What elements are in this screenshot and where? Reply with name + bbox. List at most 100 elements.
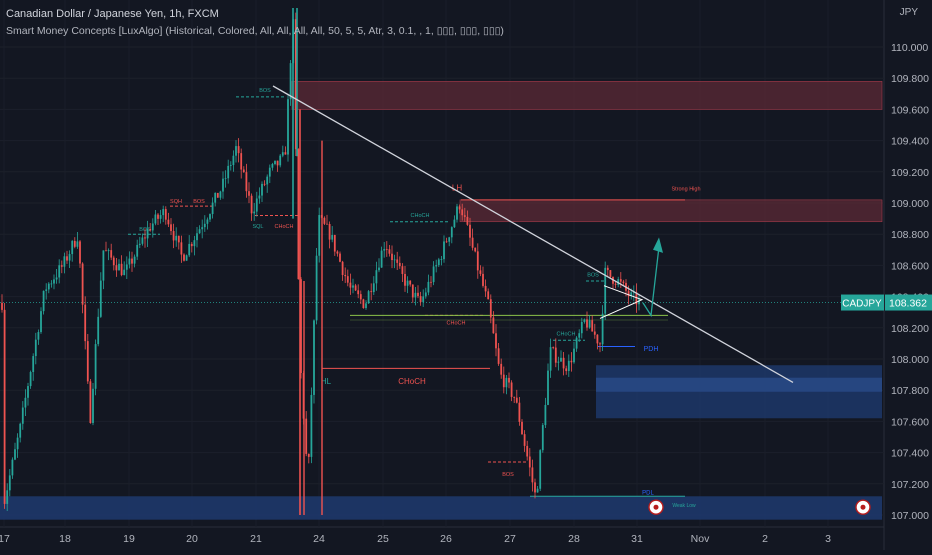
- candle-body: [287, 99, 289, 155]
- candle-body: [58, 265, 61, 278]
- candle-body: [544, 404, 547, 426]
- candle-body: [206, 219, 209, 224]
- candle-body: [3, 309, 6, 504]
- candle-body: [466, 216, 469, 225]
- candle-body: [484, 285, 487, 292]
- candle-body: [560, 357, 562, 362]
- candle-body: [482, 273, 484, 286]
- price-tag-label: 108.362: [889, 298, 927, 310]
- weak-low-label: Weak Low: [672, 503, 696, 509]
- candle-body: [578, 333, 581, 338]
- candle-body: [94, 344, 97, 389]
- candle-body: [8, 475, 11, 491]
- candle-body: [141, 237, 144, 244]
- candle-body: [79, 241, 81, 264]
- candle-body: [341, 261, 344, 275]
- event-icon-dot: [653, 504, 659, 510]
- candle-body: [248, 191, 250, 196]
- price-unit: JPY: [899, 7, 918, 18]
- price-tick-label: 108.000: [891, 354, 929, 366]
- candle-body: [297, 149, 300, 280]
- strong-high-label: Strong High: [671, 187, 700, 193]
- candle-body: [385, 249, 388, 250]
- candle-body: [289, 63, 292, 100]
- candle-body: [588, 320, 591, 328]
- candle-body: [456, 206, 458, 220]
- candle-body: [183, 254, 185, 261]
- candle-body: [76, 241, 79, 247]
- candle-body: [27, 386, 29, 398]
- candle-body: [575, 337, 578, 349]
- candle-body: [167, 219, 170, 225]
- candle-body: [118, 263, 120, 271]
- candle-body: [81, 263, 84, 305]
- sqh-label: SQH: [170, 199, 182, 205]
- candle-body: [411, 284, 414, 298]
- candle-body: [318, 215, 321, 256]
- candle-body: [188, 243, 191, 256]
- candle-body: [279, 155, 282, 166]
- candle-body: [209, 214, 211, 220]
- candle-body: [131, 258, 133, 264]
- trendline: [272, 85, 794, 383]
- candle-body: [619, 279, 622, 282]
- candle-body: [170, 224, 172, 232]
- time-tick-label: 26: [440, 533, 452, 545]
- candle-body: [198, 229, 201, 234]
- candle-body: [339, 253, 341, 262]
- candle-body: [164, 209, 167, 220]
- pdl-label: PDL: [642, 491, 654, 497]
- candle-body: [606, 267, 609, 271]
- candle-body: [253, 211, 256, 214]
- candle-body: [255, 198, 258, 212]
- candle-body: [146, 229, 149, 239]
- candle-body: [552, 347, 555, 348]
- symbol-tag-label: CADJPY: [842, 299, 882, 310]
- bos-label: BOS: [259, 88, 271, 94]
- candle-body: [284, 152, 287, 155]
- candle-body: [159, 215, 162, 219]
- time-tick-label: 24: [313, 533, 325, 545]
- candle-body: [357, 290, 360, 295]
- candle-body: [346, 276, 349, 283]
- candle-body: [331, 235, 334, 240]
- candle-body: [107, 250, 110, 252]
- candle-body: [190, 243, 193, 247]
- candle-body: [133, 256, 136, 264]
- candle-body: [261, 183, 263, 196]
- candle-body: [471, 237, 474, 248]
- candle-body: [162, 209, 165, 216]
- candle-body: [326, 223, 328, 225]
- candle-body: [586, 319, 588, 328]
- lh-label: LH: [452, 184, 462, 193]
- candle-body: [419, 296, 422, 303]
- time-tick-label: 18: [59, 533, 71, 545]
- candle-body: [242, 169, 245, 173]
- candle-body: [630, 292, 633, 297]
- candle-body: [422, 296, 425, 303]
- candle-body: [349, 282, 352, 288]
- candle-body: [138, 243, 141, 245]
- candle-body: [222, 178, 224, 192]
- candle-body: [526, 445, 529, 457]
- candle-body: [521, 421, 523, 435]
- candle-body: [596, 334, 599, 344]
- candle-body: [344, 274, 347, 277]
- price-tick-label: 107.400: [891, 448, 929, 460]
- indicator-legend[interactable]: Smart Money Concepts [LuxAlgo] (Historic…: [6, 25, 504, 37]
- candle-body: [258, 195, 261, 199]
- sql-label: SQL: [252, 224, 263, 230]
- candle-body: [328, 224, 331, 240]
- candle-body: [68, 254, 71, 261]
- candle-body: [281, 152, 284, 156]
- candle-body: [32, 356, 35, 373]
- candle-body: [508, 377, 510, 383]
- candle-body: [393, 259, 396, 261]
- candle-body: [580, 322, 583, 334]
- candle-body: [300, 279, 302, 374]
- candle-body: [450, 227, 453, 238]
- hl-label: HL: [321, 377, 332, 386]
- candle-body: [513, 396, 516, 398]
